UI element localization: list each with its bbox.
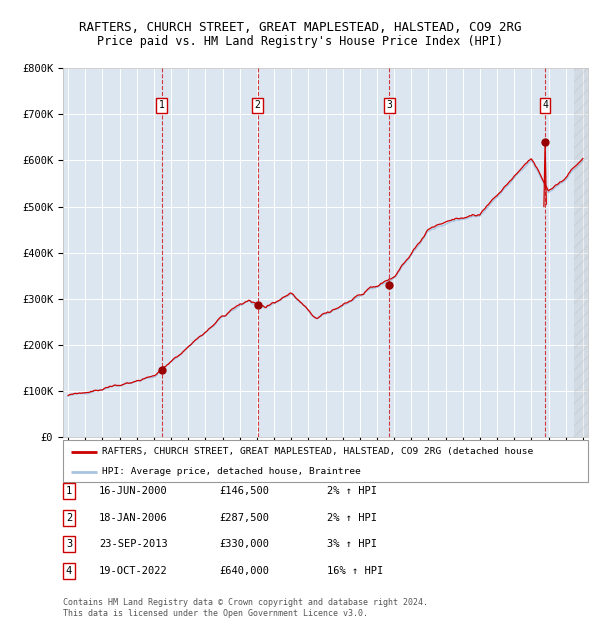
Text: Contains HM Land Registry data © Crown copyright and database right 2024.
This d: Contains HM Land Registry data © Crown c… (63, 598, 428, 618)
Text: HPI: Average price, detached house, Braintree: HPI: Average price, detached house, Brai… (103, 467, 361, 476)
Text: 2% ↑ HPI: 2% ↑ HPI (327, 486, 377, 496)
Text: 4: 4 (66, 566, 72, 576)
Text: RAFTERS, CHURCH STREET, GREAT MAPLESTEAD, HALSTEAD, CO9 2RG: RAFTERS, CHURCH STREET, GREAT MAPLESTEAD… (79, 21, 521, 34)
Text: 3% ↑ HPI: 3% ↑ HPI (327, 539, 377, 549)
Text: 1: 1 (159, 100, 165, 110)
Text: 16% ↑ HPI: 16% ↑ HPI (327, 566, 383, 576)
Text: 4: 4 (542, 100, 548, 110)
Text: 18-JAN-2006: 18-JAN-2006 (99, 513, 168, 523)
Text: 1: 1 (66, 486, 72, 496)
Bar (574, 68, 588, 437)
Text: 2: 2 (255, 100, 260, 110)
Text: £330,000: £330,000 (219, 539, 269, 549)
Text: 3: 3 (386, 100, 392, 110)
Text: Price paid vs. HM Land Registry's House Price Index (HPI): Price paid vs. HM Land Registry's House … (97, 35, 503, 48)
Text: 16-JUN-2000: 16-JUN-2000 (99, 486, 168, 496)
Text: £146,500: £146,500 (219, 486, 269, 496)
Text: £640,000: £640,000 (219, 566, 269, 576)
Text: 3: 3 (66, 539, 72, 549)
Text: RAFTERS, CHURCH STREET, GREAT MAPLESTEAD, HALSTEAD, CO9 2RG (detached house: RAFTERS, CHURCH STREET, GREAT MAPLESTEAD… (103, 447, 533, 456)
Text: 19-OCT-2022: 19-OCT-2022 (99, 566, 168, 576)
Text: 2: 2 (66, 513, 72, 523)
Text: £287,500: £287,500 (219, 513, 269, 523)
FancyBboxPatch shape (63, 440, 588, 482)
Text: 2% ↑ HPI: 2% ↑ HPI (327, 513, 377, 523)
Text: 23-SEP-2013: 23-SEP-2013 (99, 539, 168, 549)
